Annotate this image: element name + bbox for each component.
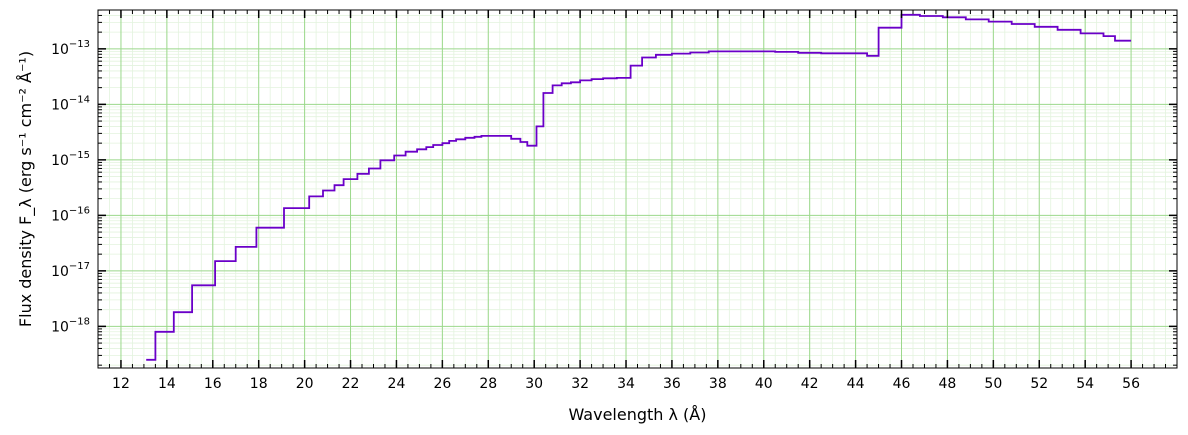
x-tick-label: 50 bbox=[984, 376, 1002, 392]
x-tick-label: 54 bbox=[1076, 376, 1094, 392]
x-tick-labels: 12 14 16 18 20 22 24 26 28 30 32 34 36 38 40 42 44 46 48 50… bbox=[112, 376, 1140, 392]
y-tick-label: 10−13 bbox=[51, 39, 90, 58]
y-tick-label: 10−16 bbox=[51, 205, 90, 224]
x-tick-label: 24 bbox=[388, 376, 406, 392]
x-tick-label: 46 bbox=[893, 376, 911, 392]
x-tick-label: 16 bbox=[204, 376, 222, 392]
x-tick-label: 20 bbox=[296, 376, 314, 392]
x-tick-label: 42 bbox=[801, 376, 819, 392]
x-tick-label: 18 bbox=[250, 376, 268, 392]
x-tick-label: 56 bbox=[1122, 376, 1140, 392]
axis-ticks bbox=[97, 9, 1178, 368]
x-tick-label: 12 bbox=[112, 376, 130, 392]
minor-grid bbox=[97, 9, 1178, 368]
x-tick-label: 28 bbox=[479, 376, 497, 392]
x-tick-label: 26 bbox=[433, 376, 451, 392]
series-layer bbox=[146, 13, 1132, 361]
x-axis-label: Wavelength λ (Å) bbox=[569, 405, 707, 424]
flux-step-line bbox=[146, 13, 1132, 361]
x-tick-label: 32 bbox=[571, 376, 589, 392]
y-tick-label: 10−18 bbox=[51, 316, 90, 335]
x-tick-label: 48 bbox=[939, 376, 957, 392]
x-tick-label: 44 bbox=[847, 376, 865, 392]
x-tick-label: 30 bbox=[525, 376, 543, 392]
y-axis-label: Flux density F_λ (erg s⁻¹ cm⁻² Å⁻¹) bbox=[16, 51, 36, 327]
x-tick-label: 14 bbox=[158, 376, 176, 392]
y-tick-label: 10−15 bbox=[51, 150, 90, 169]
x-tick-label: 38 bbox=[709, 376, 727, 392]
x-tick-label: 22 bbox=[342, 376, 360, 392]
y-tick-label: 10−14 bbox=[51, 94, 90, 113]
y-tick-labels: 10−18 10−17 10−16 10−15 10−14 10−13 bbox=[51, 39, 90, 336]
x-tick-label: 36 bbox=[663, 376, 681, 392]
x-tick-label: 52 bbox=[1030, 376, 1048, 392]
major-grid bbox=[98, 10, 1177, 368]
x-tick-label: 40 bbox=[755, 376, 773, 392]
x-tick-label: 34 bbox=[617, 376, 635, 392]
y-tick-label: 10−17 bbox=[51, 261, 90, 280]
